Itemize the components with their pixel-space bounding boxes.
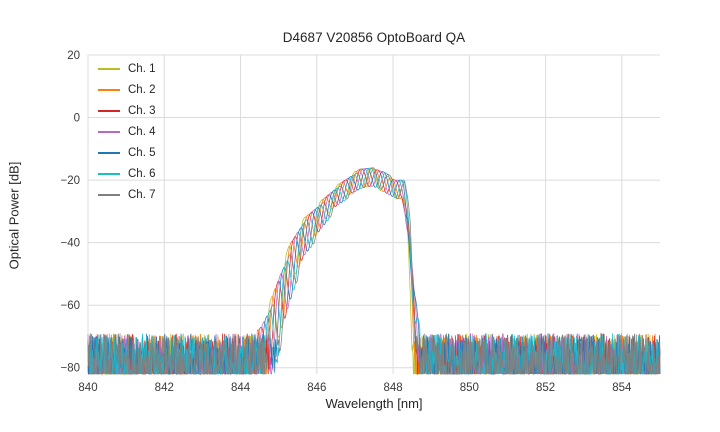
x-tick-label: 854 <box>612 382 632 394</box>
y-tick-label: −80 <box>60 363 80 375</box>
y-axis-label: Optical Power [dB] <box>6 161 22 270</box>
legend-line-swatch <box>98 151 120 154</box>
legend-item-ch-6: Ch. 6 <box>98 163 156 184</box>
y-tick-label: −40 <box>60 238 80 250</box>
legend-item-ch-2: Ch. 2 <box>98 79 156 100</box>
y-tick-label: −20 <box>60 175 80 187</box>
legend-line-swatch <box>98 67 120 70</box>
x-tick-label: 842 <box>155 382 174 394</box>
x-axis-label: Wavelength [nm] <box>325 396 423 411</box>
legend-item-ch-1: Ch. 1 <box>98 58 156 79</box>
legend-line-swatch <box>98 130 120 133</box>
legend-label: Ch. 5 <box>128 146 156 159</box>
x-tick-label: 850 <box>460 382 479 394</box>
legend: Ch. 1 Ch. 2 Ch. 3 Ch. 4 Ch. 5 Ch. 6 Ch. 7 <box>98 58 156 205</box>
legend-label: Ch. 2 <box>128 83 156 96</box>
series-line-6 <box>87 167 661 376</box>
y-tick-label: −60 <box>60 300 80 312</box>
x-tick-label: 848 <box>383 382 402 394</box>
y-tick-label: 20 <box>67 50 80 62</box>
legend-label: Ch. 7 <box>128 188 156 201</box>
legend-item-ch-7: Ch. 7 <box>98 184 156 205</box>
x-tick-label: 846 <box>307 382 326 394</box>
legend-line-swatch <box>98 172 120 175</box>
x-tick-label: 840 <box>78 382 97 394</box>
series-line-7 <box>87 167 661 376</box>
legend-item-ch-4: Ch. 4 <box>98 121 156 142</box>
legend-label: Ch. 6 <box>128 167 156 180</box>
chart-title: D4687 V20856 OptoBoard QA <box>282 30 466 45</box>
legend-label: Ch. 3 <box>128 104 156 117</box>
legend-item-ch-5: Ch. 5 <box>98 142 156 163</box>
legend-line-swatch <box>98 88 120 91</box>
legend-line-swatch <box>98 193 120 196</box>
legend-label: Ch. 4 <box>128 125 156 138</box>
x-tick-label: 852 <box>536 382 555 394</box>
x-tick-label: 844 <box>231 382 251 394</box>
legend-label: Ch. 1 <box>128 62 156 75</box>
legend-line-swatch <box>98 109 120 112</box>
y-tick-label: 0 <box>74 113 80 125</box>
legend-item-ch-3: Ch. 3 <box>98 100 156 121</box>
